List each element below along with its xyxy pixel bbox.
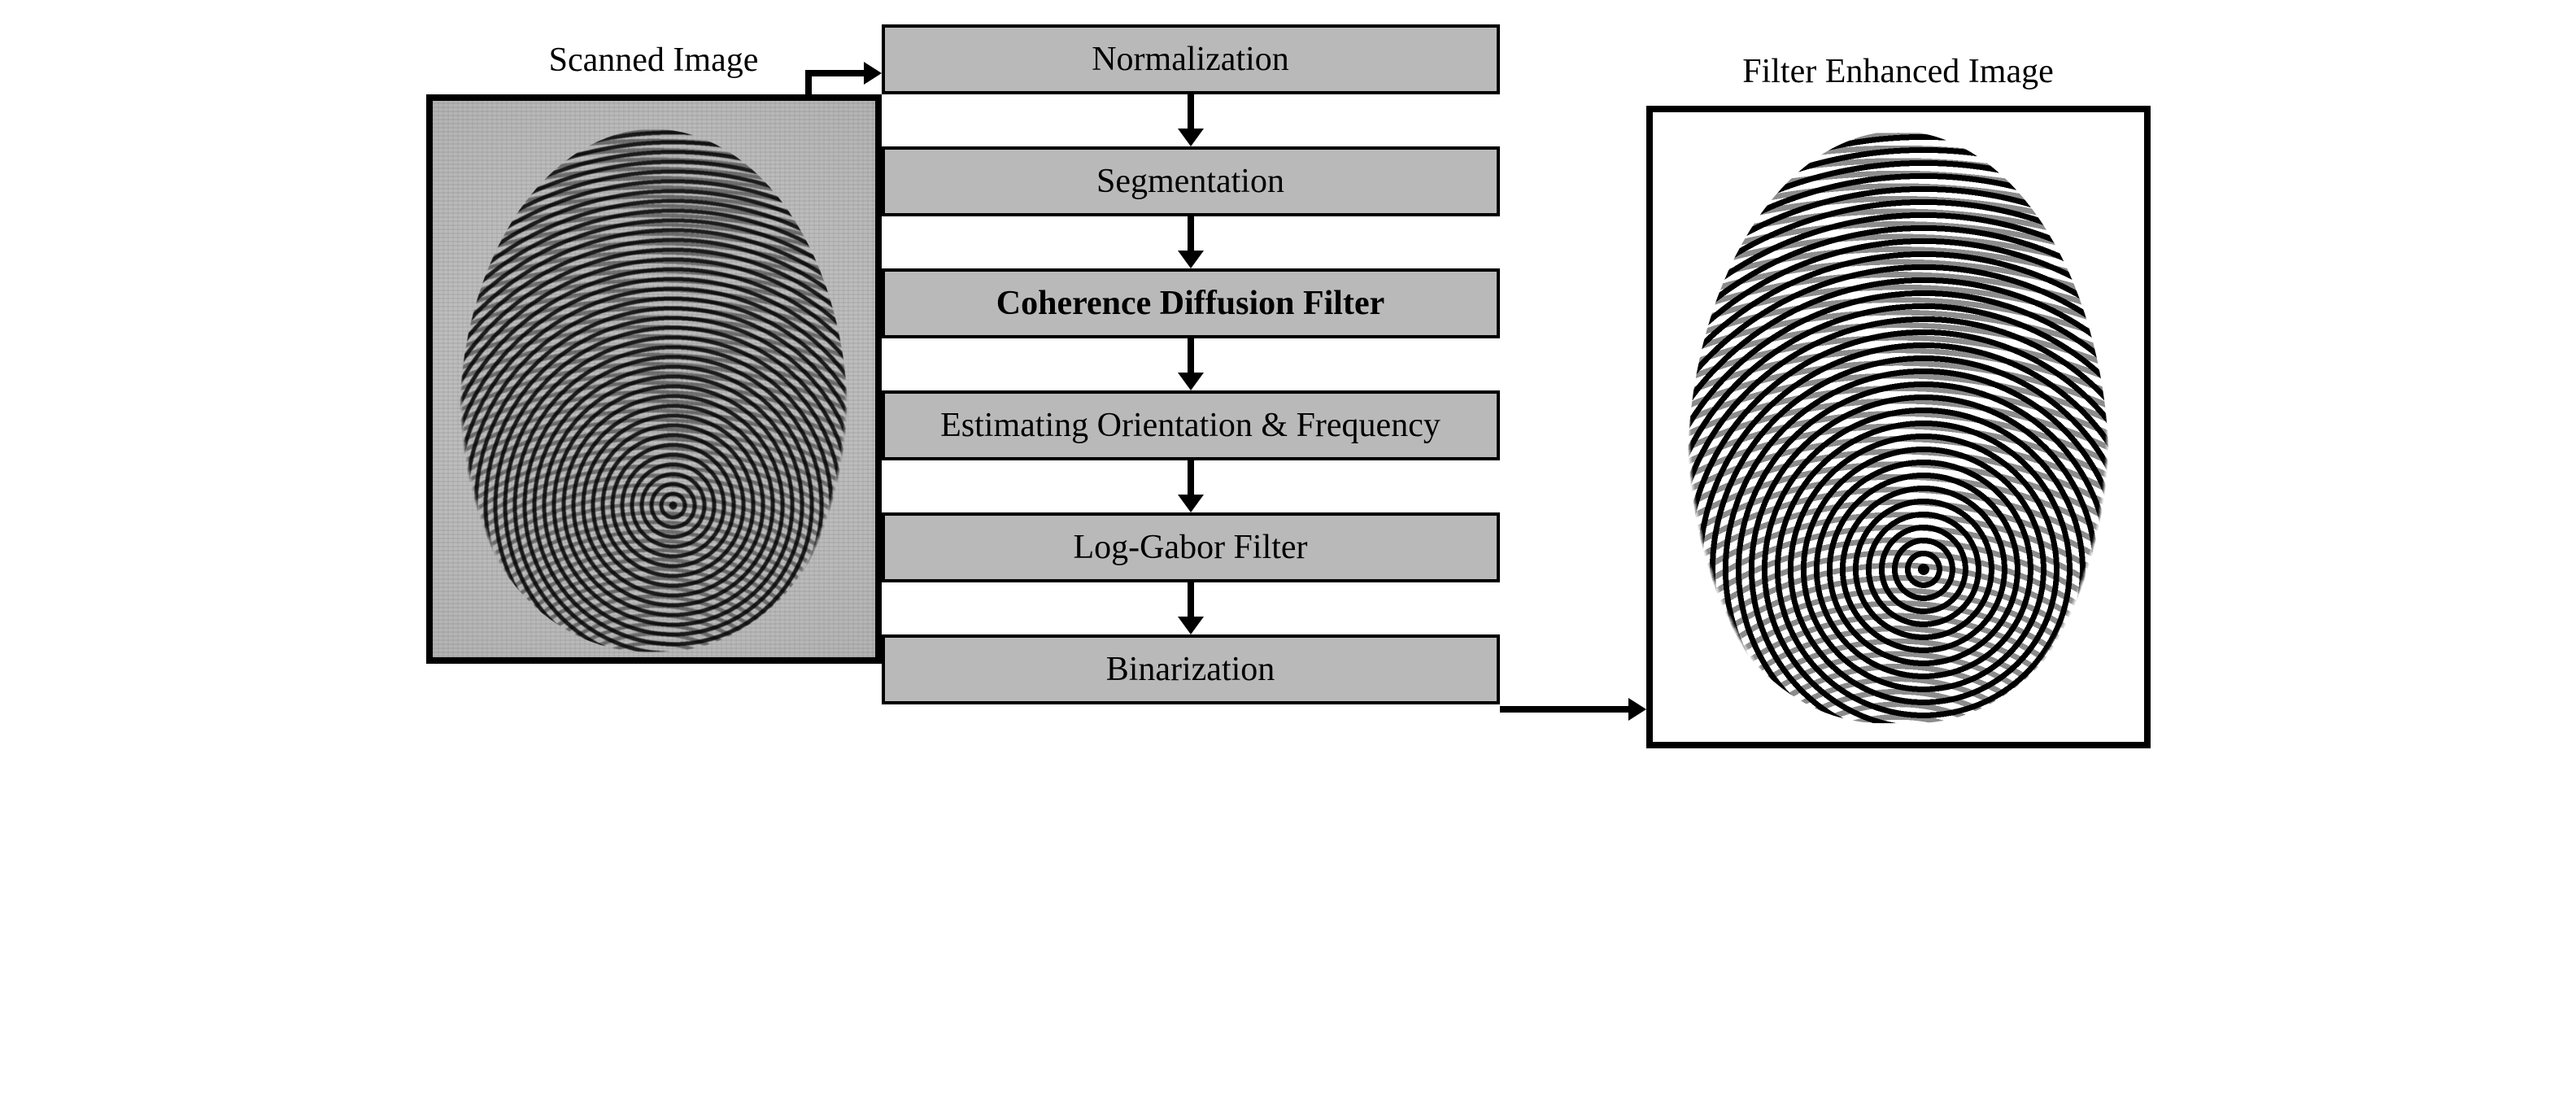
input-label: Scanned Image [549, 41, 759, 80]
stage-segmentation: Segmentation [882, 146, 1500, 216]
arrow-down-0 [1178, 94, 1204, 146]
stage-log-gabor-filter: Log-Gabor Filter [882, 512, 1500, 582]
scanned-image-frame [426, 94, 882, 664]
enhanced-image-frame [1646, 106, 2151, 748]
input-column: Scanned Image [426, 41, 882, 664]
output-label: Filter Enhanced Image [1742, 52, 2054, 91]
output-column: Filter Enhanced Image [1646, 52, 2151, 748]
flow-column: Normalization Segmentation Coherence Diffu… [882, 24, 1500, 704]
stage-normalization: Normalization [882, 24, 1500, 94]
stage-binarization: Binarization [882, 634, 1500, 704]
arrow-down-3 [1178, 460, 1204, 512]
arrow-down-1 [1178, 216, 1204, 268]
scanned-fingerprint [433, 101, 875, 657]
enhanced-fingerprint [1653, 112, 2144, 742]
pipeline-diagram: Scanned Image NormalizationSegmentationC… [33, 33, 2543, 748]
stage-coherence-diffusion-filter: Coherence Diffusion Filter [882, 268, 1500, 338]
connector-right-svg [1500, 685, 1646, 734]
stage-estimating-orientation-frequency: Estimating Orientation & Frequency [882, 390, 1500, 460]
arrow-down-2 [1178, 338, 1204, 390]
arrow-down-4 [1178, 582, 1204, 634]
